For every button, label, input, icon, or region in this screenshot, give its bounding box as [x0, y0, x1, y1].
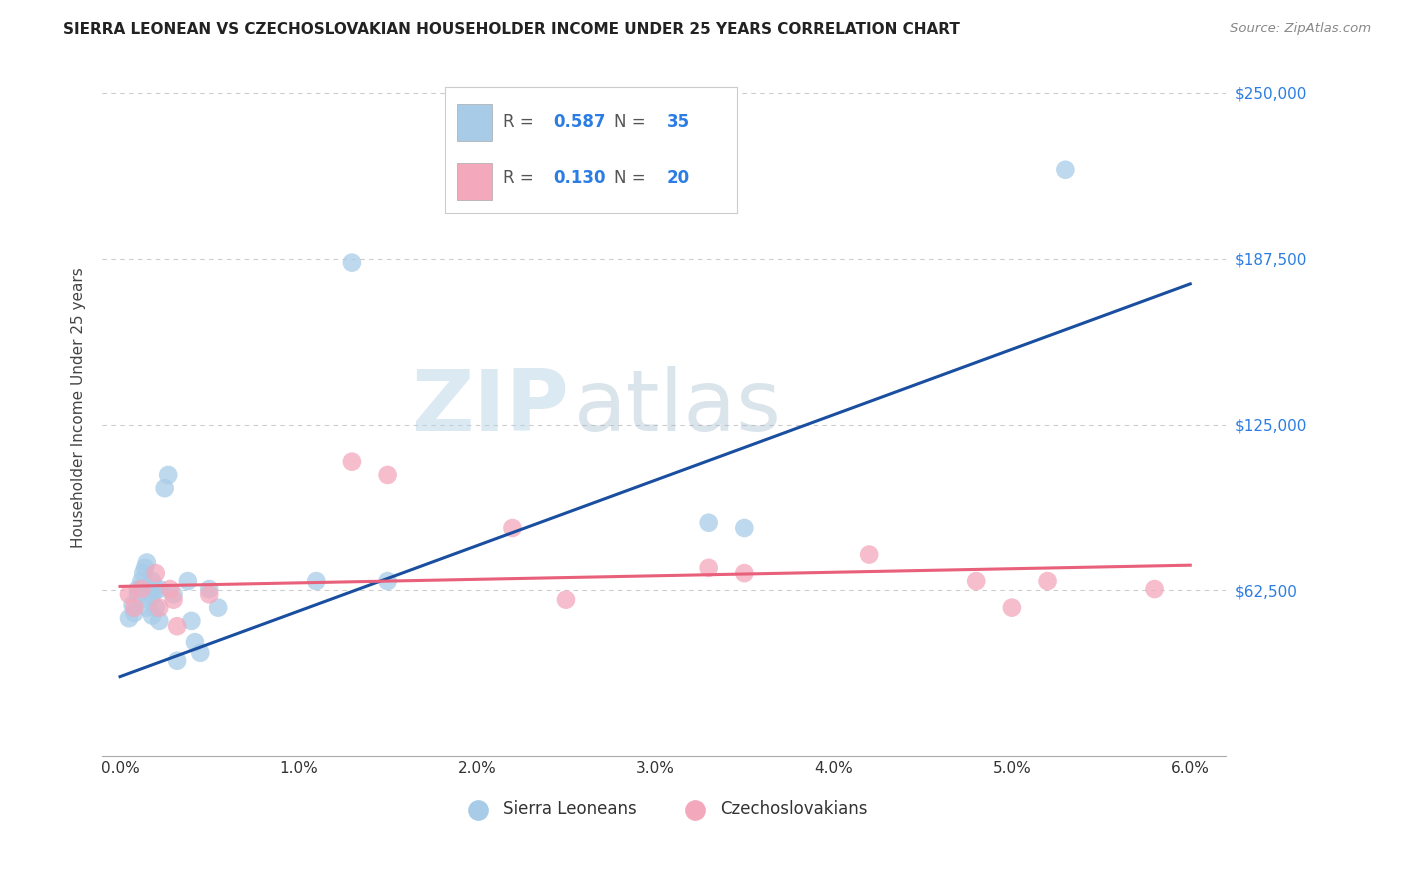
Point	[148, 614, 170, 628]
Text: Source: ZipAtlas.com: Source: ZipAtlas.com	[1230, 22, 1371, 36]
Text: ZIP: ZIP	[411, 367, 568, 450]
Point	[188, 646, 211, 660]
Point	[135, 556, 157, 570]
Point	[134, 561, 156, 575]
Point	[501, 521, 523, 535]
Y-axis label: Householder Income Under 25 years: Householder Income Under 25 years	[72, 268, 86, 549]
Point	[1054, 162, 1077, 177]
Point	[141, 587, 163, 601]
Point	[127, 582, 149, 596]
Point	[697, 561, 720, 575]
Point	[121, 598, 143, 612]
Point	[148, 582, 170, 596]
Point	[124, 600, 146, 615]
Point	[153, 481, 176, 495]
Point	[145, 566, 167, 581]
Point	[162, 587, 184, 601]
Point	[377, 574, 399, 588]
Point	[124, 606, 146, 620]
Text: atlas: atlas	[574, 367, 782, 450]
Point	[1143, 582, 1166, 596]
Point	[118, 611, 141, 625]
Point	[1036, 574, 1059, 588]
Text: SIERRA LEONEAN VS CZECHOSLOVAKIAN HOUSEHOLDER INCOME UNDER 25 YEARS CORRELATION : SIERRA LEONEAN VS CZECHOSLOVAKIAN HOUSEH…	[63, 22, 960, 37]
Point	[340, 455, 363, 469]
Point	[733, 566, 755, 581]
Point	[145, 600, 167, 615]
Point	[145, 582, 167, 596]
Point	[166, 654, 188, 668]
Point	[135, 600, 157, 615]
Point	[157, 467, 180, 482]
Point	[131, 574, 153, 588]
Point	[177, 574, 200, 588]
Point	[733, 521, 755, 535]
Point	[162, 592, 184, 607]
Point	[131, 582, 153, 596]
Point	[180, 614, 202, 628]
Point	[141, 608, 163, 623]
Legend: Sierra Leoneans, Czechoslovakians: Sierra Leoneans, Czechoslovakians	[454, 793, 875, 824]
Point	[198, 582, 221, 596]
Point	[305, 574, 328, 588]
Point	[141, 574, 163, 588]
Point	[858, 548, 880, 562]
Point	[697, 516, 720, 530]
Point	[138, 592, 160, 607]
Point	[139, 582, 162, 596]
Point	[198, 587, 221, 601]
Point	[555, 592, 578, 607]
Point	[965, 574, 987, 588]
Point	[207, 600, 229, 615]
Point	[159, 582, 181, 596]
Point	[1001, 600, 1024, 615]
Point	[127, 587, 149, 601]
Point	[148, 600, 170, 615]
Point	[340, 255, 363, 269]
Point	[377, 467, 399, 482]
Point	[184, 635, 207, 649]
Point	[166, 619, 188, 633]
Point	[118, 587, 141, 601]
Point	[132, 566, 155, 581]
